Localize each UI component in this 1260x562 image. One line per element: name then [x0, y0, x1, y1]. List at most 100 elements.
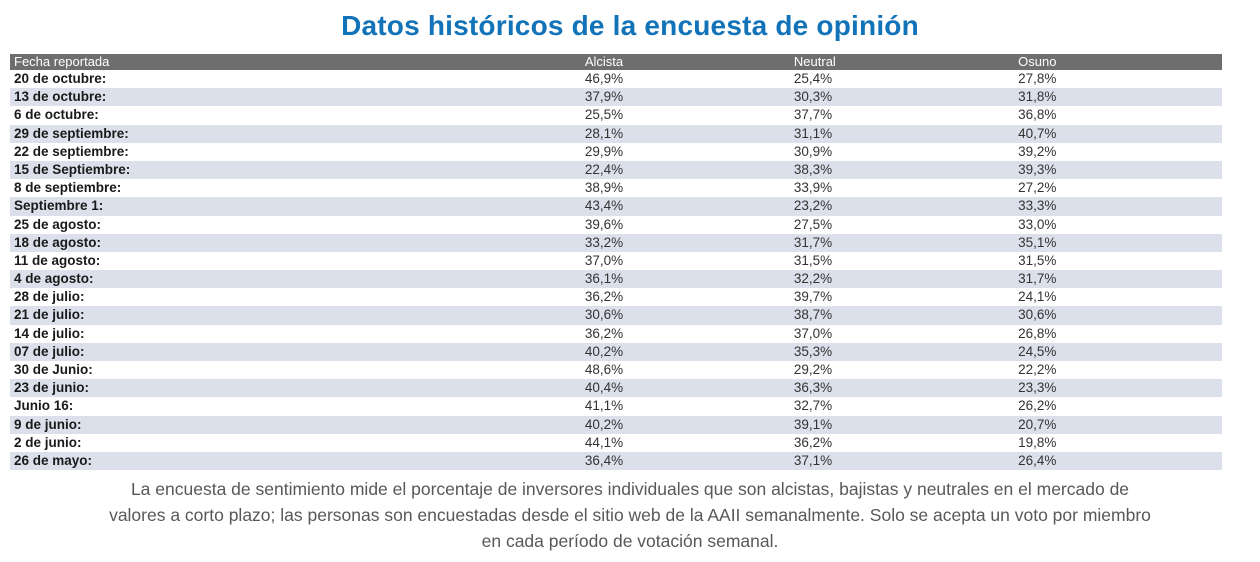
header-cell-fecha: Fecha reportada	[14, 54, 110, 69]
date-cell: 9 de junio:	[14, 416, 82, 432]
osuno-cell: 40,7%	[1018, 125, 1057, 141]
osuno-cell: 24,5%	[1018, 343, 1057, 359]
osuno-cell: 20,7%	[1018, 416, 1057, 432]
alcista-cell: 22,4%	[584, 161, 624, 177]
table-row: 20 de octubre: 46,9% 25,4% 27,8%	[10, 70, 1222, 89]
table-row: 21 de julio: 30,6% 38,7% 30,6%	[10, 306, 1222, 325]
date-cell: Septiembre 1:	[14, 198, 104, 214]
alcista-cell: 41,1%	[584, 398, 624, 414]
neutral-cell: 37,0%	[793, 325, 833, 341]
table-row: Junio 16: 41,1% 32,7% 26,2%	[10, 397, 1222, 416]
table-row: 29 de septiembre: 28,1% 31,1% 40,7%	[10, 124, 1222, 143]
osuno-cell: 26,4%	[1018, 452, 1057, 468]
survey-table: Fecha reportada Alcista Neutral Osuno 20…	[10, 54, 1222, 471]
alcista-cell: 30,6%	[584, 307, 624, 323]
table-row: 25 de agosto: 39,6% 27,5% 33,0%	[10, 215, 1222, 234]
date-cell: 14 de julio:	[14, 325, 85, 341]
table-row: 22 de septiembre: 29,9% 30,9% 39,2%	[10, 142, 1222, 161]
table-row: 2 de junio: 44,1% 36,2% 19,8%	[10, 433, 1222, 452]
osuno-cell: 33,3%	[1018, 198, 1057, 214]
alcista-cell: 40,4%	[584, 380, 624, 396]
table-row: 26 de mayo: 36,4% 37,1% 26,4%	[10, 451, 1222, 471]
osuno-cell: 36,8%	[1018, 107, 1057, 123]
osuno-cell: 26,2%	[1018, 398, 1057, 414]
table-row: 4 de agosto: 36,1% 32,2% 31,7%	[10, 270, 1222, 289]
table-row: Septiembre 1: 43,4% 23,2% 33,3%	[10, 197, 1222, 216]
date-cell: 28 de julio:	[14, 289, 85, 305]
table-row: 8 de septiembre: 38,9% 33,9% 27,2%	[10, 179, 1222, 198]
table-row: 30 de Junio: 48,6% 29,2% 22,2%	[10, 361, 1222, 380]
date-cell: 13 de octubre:	[14, 89, 107, 105]
neutral-cell: 32,2%	[793, 271, 833, 287]
alcista-cell: 46,9%	[584, 71, 624, 86]
neutral-cell: 36,2%	[793, 434, 833, 450]
osuno-cell: 33,0%	[1018, 216, 1057, 232]
date-cell: 4 de agosto:	[14, 271, 94, 287]
alcista-cell: 37,0%	[584, 252, 624, 268]
date-cell: 26 de mayo:	[14, 452, 93, 468]
date-cell: 29 de septiembre:	[14, 125, 129, 141]
table-row: 28 de julio: 36,2% 39,7% 24,1%	[10, 288, 1222, 307]
neutral-cell: 30,3%	[793, 89, 833, 105]
date-cell: 30 de Junio:	[14, 362, 93, 377]
table-body: 20 de octubre: 46,9% 25,4% 27,8% 13 de octub…	[10, 70, 1222, 471]
osuno-cell: 22,2%	[1018, 362, 1057, 377]
alcista-cell: 38,9%	[584, 180, 624, 196]
alcista-cell: 36,2%	[584, 289, 624, 305]
date-cell: Junio 16:	[14, 398, 74, 414]
osuno-cell: 24,1%	[1018, 289, 1057, 305]
neutral-cell: 31,7%	[793, 234, 833, 250]
neutral-cell: 23,2%	[793, 198, 833, 214]
alcista-cell: 37,9%	[584, 89, 624, 105]
osuno-cell: 31,5%	[1018, 252, 1057, 268]
osuno-cell: 30,6%	[1018, 307, 1057, 323]
alcista-cell: 29,9%	[584, 143, 624, 159]
osuno-cell: 31,7%	[1018, 271, 1057, 287]
neutral-cell: 36,3%	[793, 380, 833, 396]
neutral-cell: 29,2%	[793, 362, 833, 377]
date-cell: 8 de septiembre:	[14, 180, 122, 196]
osuno-cell: 35,1%	[1018, 234, 1057, 250]
table-header-row: Fecha reportada Alcista Neutral Osuno	[10, 54, 1222, 70]
header-cell-osuno: Osuno	[1018, 54, 1057, 69]
table-row: 18 de agosto: 33,2% 31,7% 35,1%	[10, 233, 1222, 252]
neutral-cell: 25,4%	[793, 71, 833, 86]
date-cell: 21 de julio:	[14, 307, 85, 323]
table-row: 11 de agosto: 37,0% 31,5% 31,5%	[10, 251, 1222, 271]
table-row: 14 de julio: 36,2% 37,0% 26,8%	[10, 324, 1222, 343]
osuno-cell: 27,8%	[1018, 71, 1057, 86]
date-cell: 6 de octubre:	[14, 107, 99, 123]
date-cell: 22 de septiembre:	[14, 143, 129, 159]
alcista-cell: 33,2%	[584, 234, 624, 250]
alcista-cell: 28,1%	[584, 125, 624, 141]
osuno-cell: 26,8%	[1018, 325, 1057, 341]
table-row: 6 de octubre: 25,5% 37,7% 36,8%	[10, 106, 1222, 125]
date-cell: 20 de octubre:	[14, 71, 107, 86]
alcista-cell: 36,4%	[584, 452, 624, 468]
neutral-cell: 39,7%	[793, 289, 833, 305]
neutral-cell: 30,9%	[793, 143, 833, 159]
osuno-cell: 27,2%	[1018, 180, 1057, 196]
neutral-cell: 38,3%	[793, 161, 833, 177]
header-cell-alcista: Alcista	[584, 54, 624, 69]
osuno-cell: 39,3%	[1018, 161, 1057, 177]
date-cell: 07 de julio:	[14, 343, 85, 359]
alcista-cell: 25,5%	[584, 107, 624, 123]
date-cell: 15 de Septiembre:	[14, 161, 131, 177]
date-cell: 23 de junio:	[14, 380, 90, 396]
page-title: Datos históricos de la encuesta de opini…	[341, 10, 919, 41]
osuno-cell: 19,8%	[1018, 434, 1057, 450]
alcista-cell: 40,2%	[584, 343, 624, 359]
alcista-cell: 43,4%	[584, 198, 624, 214]
osuno-cell: 31,8%	[1018, 89, 1057, 105]
osuno-cell: 23,3%	[1018, 380, 1057, 396]
alcista-cell: 36,1%	[584, 271, 624, 287]
osuno-cell: 39,2%	[1018, 143, 1057, 159]
table-row: 9 de junio: 40,2% 39,1% 20,7%	[10, 415, 1222, 434]
neutral-cell: 37,1%	[793, 452, 833, 468]
footer-note: La encuesta de sentimiento mide el porce…	[109, 479, 1151, 551]
header-cell-neutral: Neutral	[793, 54, 836, 69]
table-row: 15 de Septiembre: 22,4% 38,3% 39,3%	[10, 160, 1222, 180]
date-cell: 2 de junio:	[14, 434, 82, 450]
neutral-cell: 31,5%	[793, 252, 833, 268]
